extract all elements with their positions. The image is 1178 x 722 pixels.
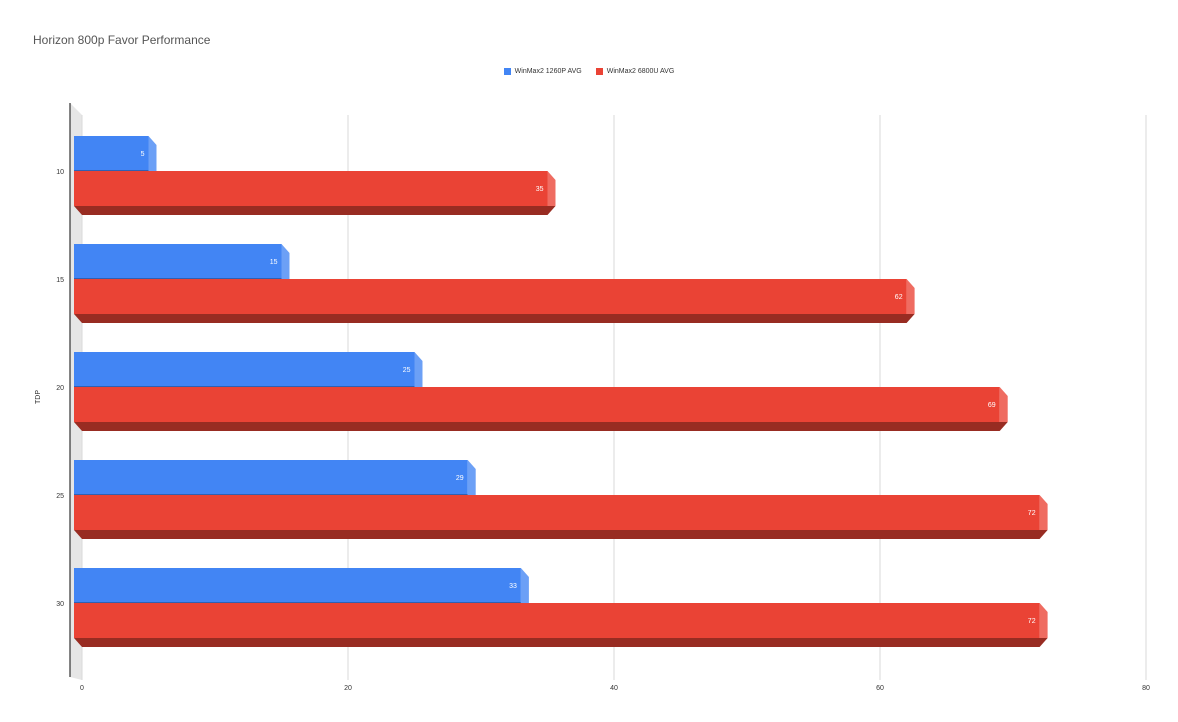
data-label: 35 [536,186,544,193]
data-label: 72 [1028,510,1036,517]
bar-end-face [414,352,423,387]
bar [74,568,521,603]
data-label: 29 [456,475,464,482]
bar-end-face [281,244,290,279]
data-label: 25 [403,367,411,374]
x-tick-label: 40 [610,685,618,692]
x-tick-label: 80 [1142,685,1150,692]
data-label: 72 [1028,618,1036,625]
bar [74,603,1040,638]
y-tick-label: 15 [56,277,64,284]
data-label: 69 [988,402,996,409]
bar-end-face [520,568,529,603]
bar [74,171,548,206]
chart-title: Horizon 800p Favor Performance [33,33,211,47]
y-tick-label: 20 [56,385,64,392]
legend-item-series-2[interactable]: WinMax2 6800U AVG [595,68,675,75]
y-tick-label: 10 [56,169,64,176]
legend-item-series-1[interactable]: WinMax2 1260P AVG [503,68,582,75]
bar-end-face [999,387,1008,422]
bar-end-face [547,171,556,206]
y-tick-label: 25 [56,493,64,500]
bar [74,136,149,171]
data-label: 5 [141,151,145,158]
data-label: 33 [509,583,517,590]
data-label: 15 [270,259,278,266]
legend: WinMax2 1260P AVG WinMax2 6800U AVG [0,68,1178,75]
y-tick-label: 30 [56,601,64,608]
bar-end-face [467,460,476,495]
bar-bottom-face [74,206,556,215]
data-label: 62 [895,294,903,301]
legend-swatch-series-2 [595,68,603,75]
x-tick-label: 0 [80,685,84,692]
bar-bottom-face [74,530,1048,539]
bar-bottom-face [74,314,915,323]
bar-end-face [906,279,915,314]
bar [74,244,282,279]
bar [74,279,907,314]
legend-label-series-1: WinMax2 1260P AVG [514,68,582,75]
x-tick-label: 20 [344,685,352,692]
legend-label-series-2: WinMax2 6800U AVG [606,68,675,75]
bar [74,495,1040,530]
x-tick-label: 60 [876,685,884,692]
legend-swatch-series-1 [503,68,511,75]
bar-end-face [148,136,157,171]
bar-bottom-face [74,422,1008,431]
y-axis-title: TDP [35,390,42,404]
bar-bottom-face [74,638,1048,647]
bar [74,352,415,387]
bar [74,460,468,495]
bar [74,387,1000,422]
bar-end-face [1039,495,1048,530]
bar-end-face [1039,603,1048,638]
